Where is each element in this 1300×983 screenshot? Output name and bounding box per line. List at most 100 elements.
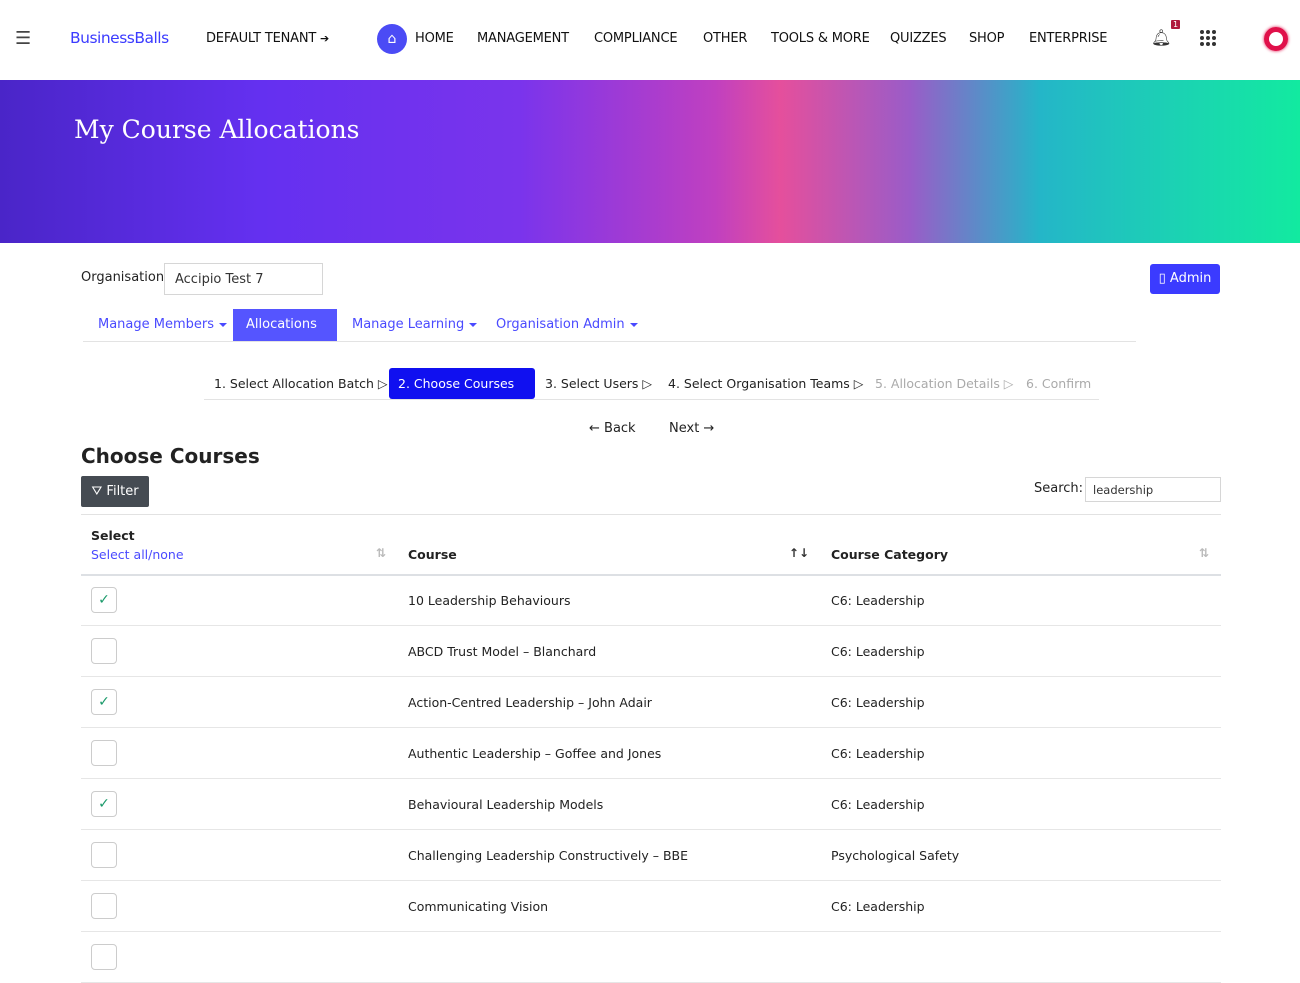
step-select-allocation-batch[interactable]: 1. Select Allocation Batch ▷ xyxy=(214,376,388,391)
category-cell: C6: Leadership xyxy=(821,625,1221,677)
filter-button[interactable]: ⛛ Filter xyxy=(81,476,149,507)
category-header-label: Course Category xyxy=(831,546,949,562)
organisation-label: Organisation xyxy=(81,270,165,285)
check-icon: ✓ xyxy=(98,592,110,609)
tenant-name: DEFAULT TENANT xyxy=(206,31,317,46)
hamburger-menu-icon[interactable]: ☰ xyxy=(15,28,32,49)
table-row: ✓ 10 Leadership Behaviours C6: Leadershi… xyxy=(81,574,1221,626)
select-cell xyxy=(81,829,398,881)
course-cell: Authentic Leadership – Goffee and Jones xyxy=(398,727,821,779)
select-cell: ✓ xyxy=(81,778,398,830)
page-banner: My Course Allocations xyxy=(0,80,1300,243)
filter-label: Filter xyxy=(106,484,139,499)
step-select-users[interactable]: 3. Select Users ▷ xyxy=(545,376,653,391)
nav-other[interactable]: OTHER xyxy=(703,31,748,46)
step-select-organisation-teams[interactable]: 4. Select Organisation Teams ▷ xyxy=(668,376,864,391)
category-cell: C6: Leadership xyxy=(821,880,1221,932)
category-cell: C6: Leadership xyxy=(821,727,1221,779)
tab-manage-members[interactable]: Manage Members xyxy=(85,309,240,341)
section-title: Choose Courses xyxy=(81,444,260,468)
tabs-divider xyxy=(83,341,1136,342)
row-checkbox[interactable] xyxy=(91,638,117,664)
tab-organisation-admin[interactable]: Organisation Admin xyxy=(483,309,651,341)
select-all-link[interactable]: Select all/none xyxy=(91,546,184,562)
nav-management[interactable]: MANAGEMENT xyxy=(477,31,569,46)
tenant-switcher[interactable]: DEFAULT TENANT ➔ xyxy=(206,31,329,46)
sort-icon[interactable]: ⇅ xyxy=(375,545,386,560)
tab-label: Manage Learning xyxy=(352,317,465,332)
select-cell xyxy=(81,727,398,779)
tab-label: Allocations xyxy=(246,317,317,332)
nav-shop[interactable]: SHOP xyxy=(969,31,1005,46)
admin-button[interactable]: ▯ Admin xyxy=(1150,264,1220,294)
back-button[interactable]: ← Back xyxy=(589,421,636,436)
nav-tools-more[interactable]: TOOLS & MORE xyxy=(771,31,870,46)
course-cell: Challenging Leadership Constructively – … xyxy=(398,829,821,881)
table-row: ABCD Trust Model – Blanchard C6: Leaders… xyxy=(81,625,1221,677)
select-column-header[interactable]: Select Select all/none ⇅ xyxy=(81,514,398,576)
tab-label: Manage Members xyxy=(98,317,215,332)
course-cell xyxy=(398,931,821,983)
step-choose-courses[interactable]: 2. Choose Courses ▷ xyxy=(389,368,535,422)
check-icon: ✓ xyxy=(98,694,110,710)
course-cell: Behavioural Leadership Models xyxy=(398,778,821,830)
tab-allocations[interactable]: Allocations xyxy=(233,309,337,359)
search-input[interactable] xyxy=(1085,477,1221,502)
user-avatar[interactable] xyxy=(1264,27,1288,51)
search-label: Search: xyxy=(1034,481,1084,496)
tab-manage-learning[interactable]: Manage Learning xyxy=(339,309,490,341)
check-icon: ✓ xyxy=(98,796,110,812)
select-cell xyxy=(81,625,398,677)
course-column-header[interactable]: Course ↑↓ xyxy=(398,514,821,576)
category-cell: C6: Leadership xyxy=(821,676,1221,728)
course-cell: Communicating Vision xyxy=(398,880,821,932)
category-cell: C6: Leadership xyxy=(821,778,1221,830)
tab-label: Organisation Admin xyxy=(496,317,625,332)
category-cell: Psychological Safety xyxy=(821,829,1221,881)
table-row: ✓ Behavioural Leadership Models C6: Lead… xyxy=(81,778,1221,830)
table-row: Challenging Leadership Constructively – … xyxy=(81,829,1221,881)
select-cell: ✓ xyxy=(81,676,398,728)
row-checkbox[interactable]: ✓ xyxy=(91,791,117,817)
notification-badge: 1 xyxy=(1171,20,1181,29)
select-cell xyxy=(81,880,398,932)
arrow-circle-icon: ➔ xyxy=(320,32,330,45)
top-navbar: ☰ BusinessBalls DEFAULT TENANT ➔ ⌂ HOME … xyxy=(0,0,1300,80)
row-checkbox[interactable]: ✓ xyxy=(91,587,117,614)
page-title: My Course Allocations xyxy=(74,115,360,144)
nav-quizzes[interactable]: QUIZZES xyxy=(890,31,947,46)
select-cell: ✓ xyxy=(81,574,398,626)
step-allocation-details: 5. Allocation Details ▷ xyxy=(875,376,1014,391)
row-checkbox[interactable] xyxy=(91,893,117,919)
course-cell: ABCD Trust Model – Blanchard xyxy=(398,625,821,677)
category-cell xyxy=(821,931,1221,983)
table-row: Authentic Leadership – Goffee and Jones … xyxy=(81,727,1221,779)
table-row: Communicating Vision C6: Leadership xyxy=(81,880,1221,932)
course-cell: 10 Leadership Behaviours xyxy=(398,574,821,626)
nav-compliance[interactable]: COMPLIANCE xyxy=(594,31,678,46)
select-header-label: Select xyxy=(91,527,135,543)
table-row: ✓ Action-Centred Leadership – John Adair… xyxy=(81,676,1221,728)
apps-grid-icon[interactable] xyxy=(1200,30,1216,46)
home-icon[interactable]: ⌂ xyxy=(377,24,407,54)
course-header-label: Course xyxy=(408,546,457,562)
category-cell: C6: Leadership xyxy=(821,574,1221,626)
sort-icon[interactable]: ⇅ xyxy=(1198,545,1209,560)
nav-home[interactable]: HOME xyxy=(415,31,454,46)
organisation-field[interactable]: Accipio Test 7 xyxy=(164,263,323,295)
nav-enterprise[interactable]: ENTERPRISE xyxy=(1029,31,1108,46)
bell-icon[interactable]: 🔔︎ xyxy=(1151,28,1172,47)
row-checkbox[interactable]: ✓ xyxy=(91,689,117,715)
filter-icon: ⛛ xyxy=(91,484,103,499)
next-button[interactable]: Next → xyxy=(669,421,715,436)
row-checkbox[interactable] xyxy=(91,944,117,970)
brand-logo[interactable]: BusinessBalls xyxy=(70,29,169,47)
category-column-header[interactable]: Course Category ⇅ xyxy=(821,514,1221,576)
sort-asc-icon[interactable]: ↑↓ xyxy=(788,545,809,560)
table-row xyxy=(81,931,1221,983)
course-cell: Action-Centred Leadership – John Adair xyxy=(398,676,821,728)
step-confirm: 6. Confirm xyxy=(1026,376,1092,391)
row-checkbox[interactable] xyxy=(91,740,117,766)
row-checkbox[interactable] xyxy=(91,842,117,868)
select-cell xyxy=(81,931,398,983)
